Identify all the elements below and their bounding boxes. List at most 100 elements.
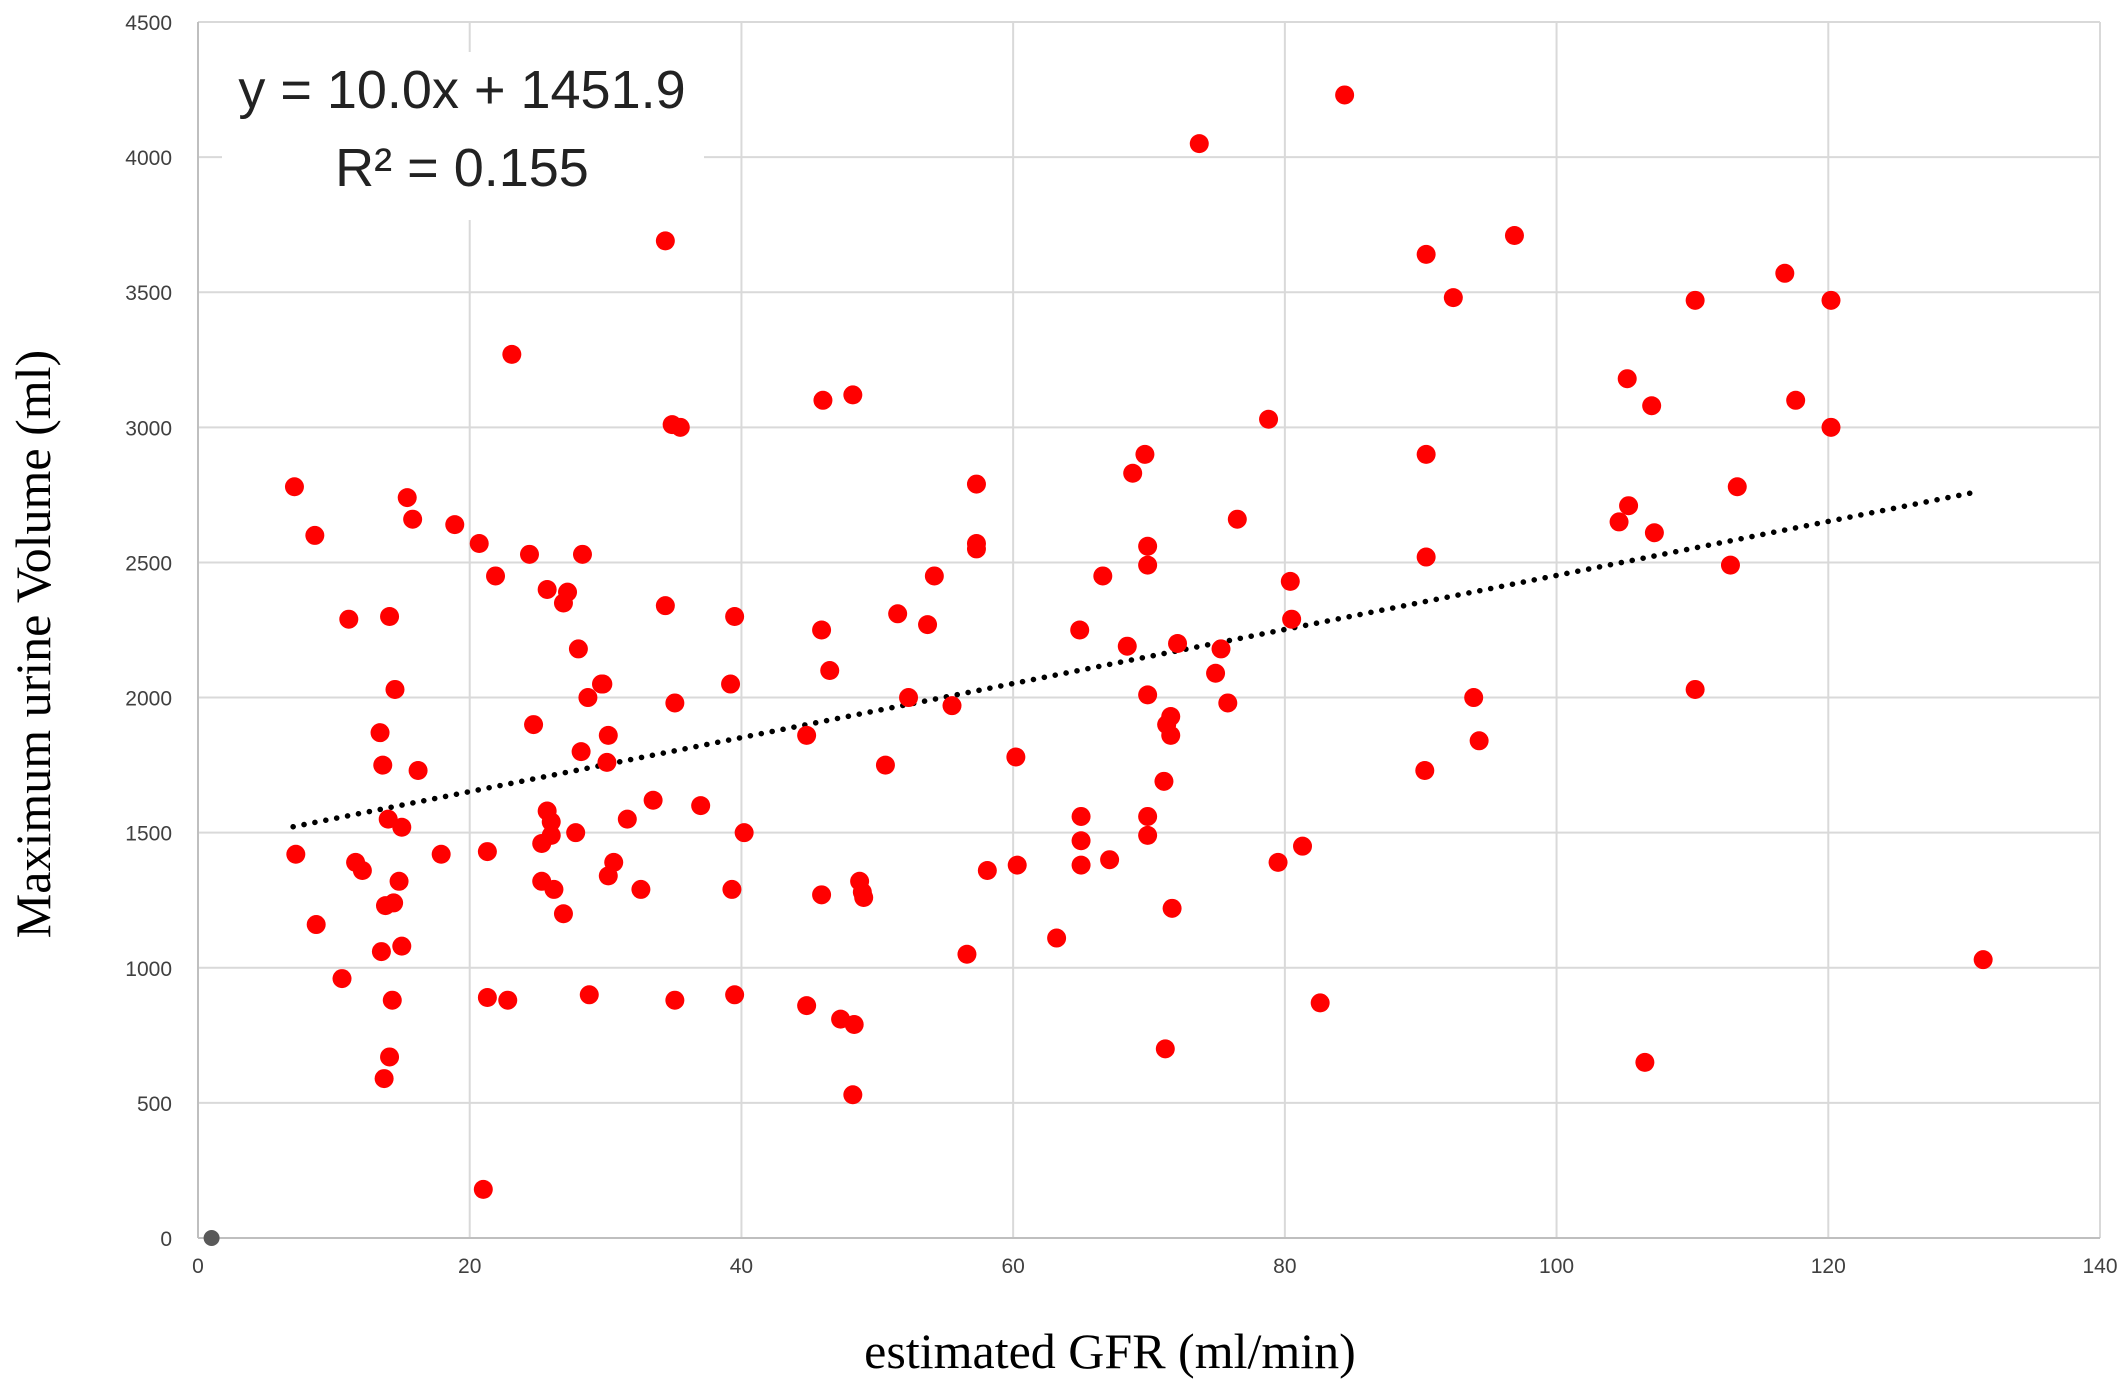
data-point [604,852,624,872]
data-point [1138,536,1158,556]
data-point [1786,390,1806,410]
data-point [1469,731,1489,751]
data-point [617,809,637,829]
data-point [403,509,423,529]
x-tick-label: 20 [458,1255,481,1278]
y-tick-label: 1000 [125,958,172,981]
data-point [1310,993,1330,1013]
data-point [1206,663,1226,683]
trendline-equation: y = 10.0x + 1451.9 [238,60,685,120]
y-tick-label: 0 [160,1228,172,1251]
x-tick-label: 40 [730,1255,753,1278]
data-point [1644,523,1664,543]
y-axis-title: Maximum urine Volume (ml) [5,350,61,938]
data-point [571,742,591,762]
data-point [1609,512,1629,532]
data-point [1123,463,1143,483]
data-point [1071,831,1091,851]
y-tick-label: 500 [137,1093,172,1116]
data-point [1464,688,1484,708]
data-point [544,879,564,899]
data-point [1227,509,1247,529]
data-point [370,723,390,743]
data-point [1117,636,1137,656]
data-point [1685,290,1705,310]
data-point [1070,620,1090,640]
data-point [1259,409,1279,429]
y-tick-label: 2000 [125,688,172,711]
data-point [888,604,908,624]
data-point [541,825,561,845]
data-point [469,534,489,554]
data-point [579,985,599,1005]
data-point [1168,634,1188,654]
data-point [655,231,675,251]
data-point [725,985,745,1005]
data-point [373,755,393,775]
data-point [486,566,506,586]
data-point [966,474,986,494]
data-point [498,990,518,1010]
data-point [665,990,685,1010]
x-tick-label: 0 [192,1255,204,1278]
data-point [382,990,402,1010]
data-point [665,693,685,713]
data-point [1135,444,1155,464]
data-point [392,817,412,837]
data-point [477,988,497,1008]
data-point [385,679,405,699]
data-point [1504,225,1524,245]
data-point [445,515,465,535]
data-point [1138,825,1158,845]
data-point [631,879,651,899]
y-tick-label: 3500 [125,282,172,305]
data-point [1973,950,1993,970]
x-tick-labels: 0 20 40 60 80 100 120 140 [192,1255,2117,1278]
data-point [1071,855,1091,875]
data-point [339,609,359,629]
data-point [1280,571,1300,591]
data-point [1100,850,1120,870]
data-point [537,579,557,599]
x-tick-label: 60 [1001,1255,1024,1278]
data-point [725,606,745,626]
data-point [942,696,962,716]
data-point [1189,134,1209,154]
data-point [844,1015,864,1035]
data-point [721,674,741,694]
data-point [1416,547,1436,567]
data-point [431,844,451,864]
data-point [875,755,895,775]
data-point [924,566,944,586]
data-point [957,944,977,964]
data-point [1161,706,1181,726]
trendline [290,488,1981,830]
y-tick-label: 4500 [125,12,172,35]
data-point [1161,725,1181,745]
x-axis-title: estimated GFR (ml/min) [864,1323,1356,1379]
data-point [392,936,412,956]
data-point [558,582,578,602]
data-point [1727,477,1747,497]
data-point [691,796,711,816]
data-point [797,725,817,745]
y-tick-labels: 0 500 1000 1500 2000 2500 3000 3500 4000 4500 [125,12,172,1251]
x-tick-label: 100 [1539,1255,1574,1278]
data-point [389,871,409,891]
data-point [1617,369,1637,389]
data-point [352,860,372,880]
data-point [553,904,573,924]
x-tick-label: 140 [2082,1255,2117,1278]
data-point [473,1179,493,1199]
data-point [843,1085,863,1105]
data-point [568,639,588,659]
data-point [1821,290,1841,310]
data-point [643,790,663,810]
data-point [477,842,497,862]
data-point [1685,679,1705,699]
data-point [598,725,618,745]
data-point [812,885,832,905]
data-point [578,688,598,708]
data-point [1047,928,1067,948]
